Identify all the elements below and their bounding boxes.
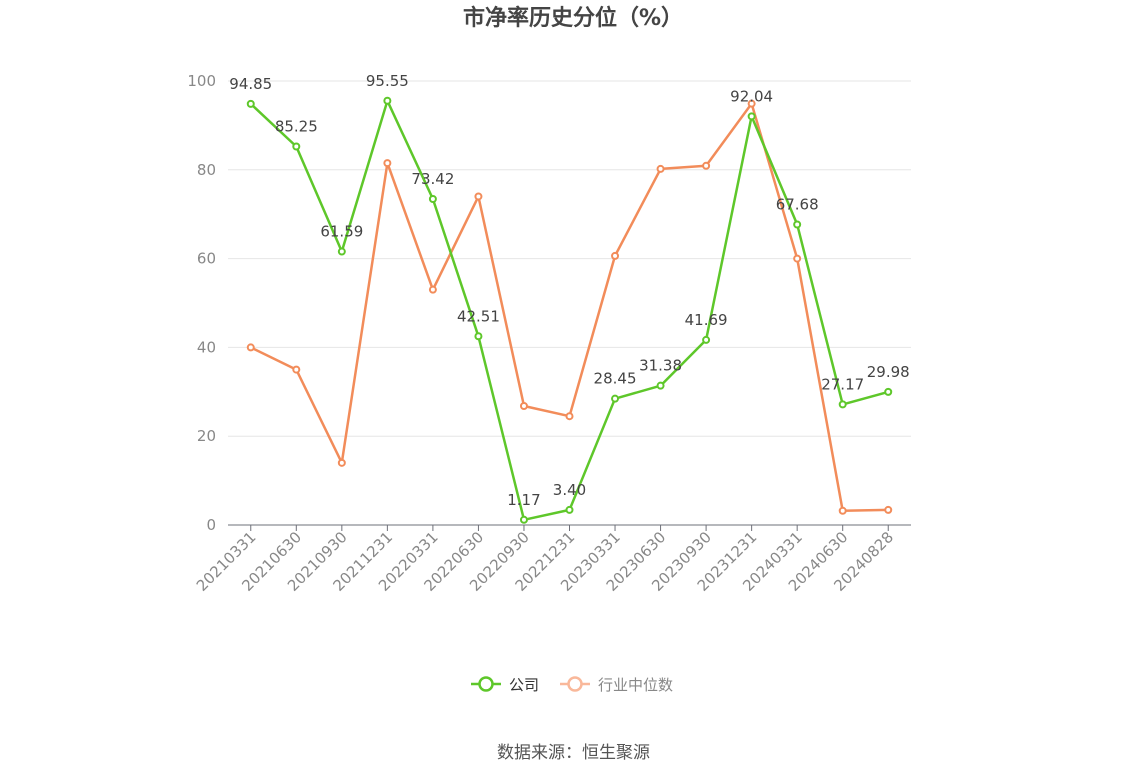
chart-title: 市净率历史分位（%） (463, 5, 683, 31)
data-point[interactable] (702, 161, 711, 170)
data-point[interactable] (611, 251, 620, 260)
y-axis: 0 20 40 60 80 100 (187, 72, 216, 534)
data-point[interactable] (474, 332, 483, 341)
data-point[interactable] (383, 96, 392, 105)
data-point[interactable] (292, 142, 301, 151)
data-point[interactable] (838, 400, 847, 409)
y-tick-label: 40 (197, 338, 216, 356)
y-tick-label: 80 (197, 161, 216, 179)
data-label: 31.38 (639, 357, 682, 375)
data-point[interactable] (246, 343, 255, 352)
series-line (250, 102, 889, 513)
grid (228, 80, 911, 437)
data-label: 42.51 (457, 307, 500, 325)
data-point[interactable] (519, 515, 528, 524)
data-point[interactable] (337, 247, 346, 256)
data-point[interactable] (747, 112, 756, 121)
data-point[interactable] (383, 159, 392, 168)
legend[interactable]: 公司 行业中位数 (471, 676, 673, 694)
data-point[interactable] (838, 506, 847, 515)
data-point[interactable] (702, 335, 711, 344)
data-label: 27.17 (821, 375, 864, 393)
y-tick-label: 20 (197, 427, 216, 445)
data-label: 85.25 (275, 117, 318, 135)
data-point[interactable] (565, 412, 574, 421)
data-point[interactable] (565, 505, 574, 514)
data-label: 29.98 (867, 363, 910, 381)
data-point[interactable] (611, 394, 620, 403)
x-axis: 2021033120210630202109302021123120220331… (193, 524, 911, 595)
data-point[interactable] (246, 99, 255, 108)
data-point[interactable] (337, 458, 346, 467)
data-point[interactable] (428, 285, 437, 294)
data-label: 61.59 (320, 223, 363, 241)
legend-swatch-marker (478, 676, 494, 692)
legend-item[interactable]: 公司 (471, 676, 539, 694)
data-label: 92.04 (730, 87, 773, 105)
legend-label: 行业中位数 (598, 676, 673, 694)
legend-swatch-marker (567, 676, 583, 692)
data-point[interactable] (519, 402, 528, 411)
y-tick-label: 100 (187, 72, 216, 90)
data-labels: 94.85 85.25 61.59 95.55 73.42 42.51 1.17 3.40 28… (229, 72, 909, 509)
data-point[interactable] (292, 365, 301, 374)
data-point[interactable] (656, 381, 665, 390)
data-point[interactable] (747, 99, 756, 108)
data-point[interactable] (656, 164, 665, 173)
data-label: 67.68 (776, 196, 819, 214)
data-point[interactable] (884, 505, 893, 514)
data-label: 94.85 (229, 75, 272, 93)
data-label: 95.55 (366, 72, 409, 90)
series-layer (246, 96, 893, 524)
legend-item[interactable]: 行业中位数 (560, 676, 673, 694)
data-label: 3.40 (553, 481, 586, 499)
data-point[interactable] (474, 192, 483, 201)
data-label: 73.42 (411, 170, 454, 188)
series-line (249, 99, 889, 522)
data-point[interactable] (428, 195, 437, 204)
data-point[interactable] (884, 387, 893, 396)
source-note: 数据来源：恒生聚源 (497, 743, 650, 763)
data-label: 1.17 (507, 491, 540, 509)
data-label: 28.45 (594, 370, 637, 388)
data-label: 41.69 (685, 311, 728, 329)
legend-label: 公司 (509, 676, 539, 694)
y-tick-label: 60 (197, 250, 216, 268)
data-point[interactable] (793, 220, 802, 229)
y-tick-label: 0 (206, 516, 216, 534)
data-point[interactable] (793, 254, 802, 263)
